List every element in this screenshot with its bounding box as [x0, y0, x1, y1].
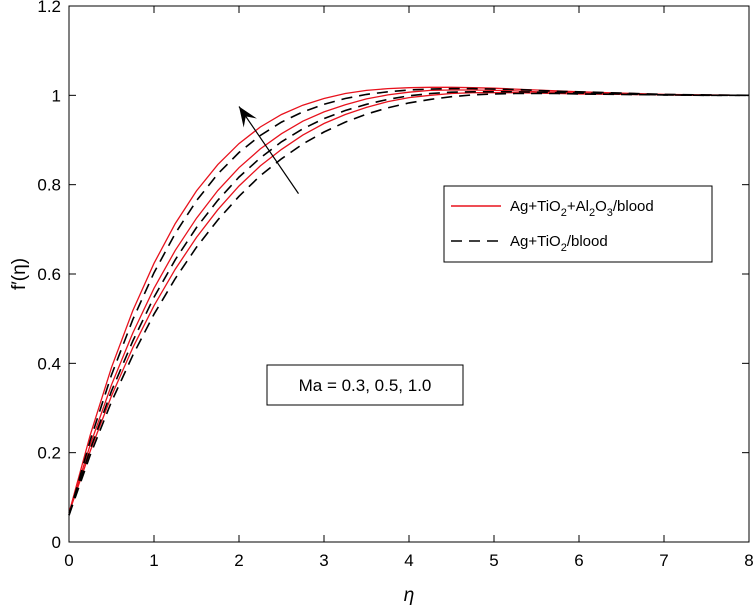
x-tick-label: 3: [319, 551, 328, 570]
legend-label-hybrid: Ag+TiO2+Al2O3/blood: [510, 198, 654, 219]
series-line-hybrid-ma-1.0: [68, 86, 750, 514]
series-line-nano-ma-1.0: [68, 87, 750, 516]
arrow-head: [239, 106, 257, 128]
trend-arrow: [238, 106, 299, 194]
arrow-shaft: [238, 106, 299, 194]
x-axis-label: η: [404, 585, 415, 606]
y-axis-label: f′(η): [9, 258, 30, 290]
ma-annotation: Ma = 0.3, 0.5, 1.0: [266, 364, 464, 406]
series-line-nano-ma-0.3: [68, 92, 749, 516]
x-tick-label: 6: [574, 551, 583, 570]
y-tick-label: 1: [52, 86, 61, 105]
x-tick-label: 7: [659, 551, 668, 570]
x-tick-label: 5: [489, 551, 498, 570]
series-line-nano-ma-0.5: [68, 91, 749, 516]
legend-box: [443, 185, 713, 263]
x-tick-label: 8: [744, 551, 753, 570]
series-line-hybrid-ma-0.3: [68, 92, 749, 514]
series-line-hybrid-ma-0.5: [68, 89, 749, 514]
ma-annotation-box: [266, 364, 464, 406]
y-tick-label: 0.2: [37, 444, 61, 463]
y-tick-label: 0.6: [37, 265, 61, 284]
x-tick-label: 4: [404, 551, 413, 570]
legend-label-nano: Ag+TiO2/blood: [510, 233, 608, 254]
ma-annotation-text: Ma = 0.3, 0.5, 1.0: [299, 376, 432, 395]
x-tick-label: 0: [64, 551, 73, 570]
y-tick-label: 0: [52, 533, 61, 552]
y-tick-label: 0.4: [37, 354, 61, 373]
x-tick-label: 1: [149, 551, 158, 570]
legend: Ag+TiO2+Al2O3/blood Ag+TiO2/blood: [443, 185, 713, 263]
x-tick-label: 2: [234, 551, 243, 570]
series-layer: [68, 86, 750, 516]
plot-frame: [68, 5, 750, 543]
ticks-layer: 0 1 2 3 4 5 6 7 8 0 0.2 0.4 0.6 0.8 1 1.2: [37, 0, 753, 570]
y-tick-label: 0.8: [37, 176, 61, 195]
y-tick-label: 1.2: [37, 0, 61, 16]
